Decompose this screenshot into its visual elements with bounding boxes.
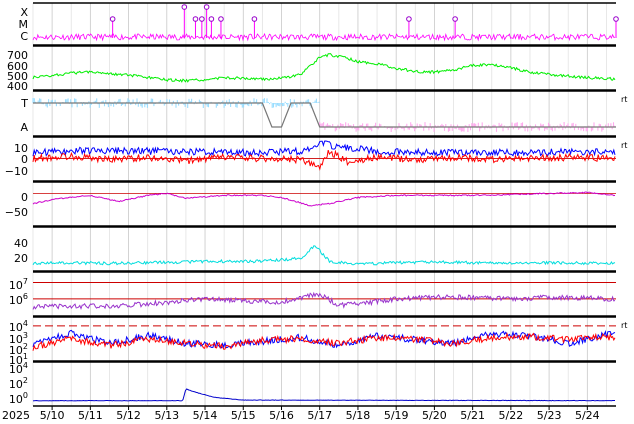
x-tick-label: 5/18 — [346, 409, 371, 422]
flare-marker — [203, 4, 210, 10]
y-tick-label: 107 — [9, 277, 28, 292]
series-line-2 — [32, 332, 616, 351]
y-tick-label: 102 — [9, 376, 28, 391]
series-line-1 — [32, 191, 616, 207]
flare-marker — [181, 4, 188, 10]
x-tick-label: 5/16 — [269, 409, 294, 422]
series-line-2 — [32, 149, 616, 171]
panel-dst_index — [32, 181, 616, 227]
series-line-1 — [32, 291, 616, 311]
flare-marker — [109, 16, 116, 22]
flare-marker — [452, 16, 458, 22]
y-tick-label: 600 — [7, 60, 28, 73]
x-tick-label: 5/20 — [422, 409, 447, 422]
y-tick-label: 100 — [9, 391, 28, 406]
panel-solar_wind_density — [32, 226, 616, 272]
x-axis: 2025 5/10 5/11 5/12 5/13 5/14 5/15 5/16 5/17 5/1… — [2, 406, 600, 422]
panel-imf_direction: rt — [32, 90, 627, 137]
panel-proton_flux — [32, 361, 616, 407]
sector-line — [33, 102, 616, 128]
xray-flux-line — [32, 32, 616, 42]
x-tick-label: 5/11 — [78, 409, 103, 422]
y-tick-label: 102 — [9, 342, 28, 357]
panel-imf_bz_bt: rt — [32, 136, 627, 182]
flare-marker — [251, 16, 258, 22]
series-line-1 — [32, 329, 616, 349]
panel-xray_flares — [32, 2, 619, 46]
x-tick-label: 5/17 — [307, 409, 332, 422]
y-tick-label: 0 — [21, 191, 28, 204]
x-tick-label: 5/13 — [154, 409, 179, 422]
y-tick-label: 103 — [9, 331, 28, 346]
y-tick-label: 101 — [9, 352, 28, 367]
x-tick-label: 5/22 — [499, 409, 524, 422]
y-tick-label: −10 — [5, 165, 28, 178]
flare-marker — [192, 16, 199, 22]
y-tick-label: X — [20, 6, 28, 19]
y-tick-label: 0 — [21, 153, 28, 166]
x-tick-label: 5/14 — [193, 409, 218, 422]
x-tick-label: 5/23 — [537, 409, 562, 422]
y-tick-label: 104 — [9, 361, 28, 376]
y-tick-label: M — [19, 18, 29, 31]
y-tick-label: A — [20, 121, 28, 134]
y-tick-label: 40 — [14, 237, 28, 250]
realtime-marker: rt — [621, 321, 627, 330]
x-tick-label: 5/10 — [40, 409, 65, 422]
y-tick-label: 700 — [7, 49, 28, 62]
x-tick-label: 5/12 — [116, 409, 141, 422]
panel-kp_flux: rt — [32, 316, 627, 362]
realtime-marker: rt — [621, 95, 627, 104]
flare-marker — [406, 16, 412, 22]
y-tick-labels: XMC700600500400TA100−100−504020107106104… — [5, 6, 29, 406]
y-tick-label: 500 — [7, 70, 28, 83]
year-label: 2025 — [2, 409, 30, 422]
series-line-1 — [32, 388, 615, 402]
y-tick-label: T — [20, 97, 28, 110]
x-tick-label: 5/19 — [384, 409, 409, 422]
y-tick-label: 10 — [14, 142, 28, 155]
y-tick-label: C — [20, 30, 28, 43]
realtime-marker: rt — [621, 141, 627, 150]
y-tick-label: 400 — [7, 80, 28, 93]
y-tick-label: 106 — [9, 292, 28, 307]
panel-solar_wind_speed — [32, 45, 616, 91]
flare-marker — [613, 16, 619, 22]
flare-marker — [208, 16, 215, 22]
x-tick-label: 5/24 — [575, 409, 600, 422]
x-tick-label: 5/21 — [460, 409, 485, 422]
series-line-1 — [32, 53, 616, 83]
series-line-1 — [32, 245, 616, 266]
flare-marker — [218, 16, 224, 22]
panels: rt rt rt — [32, 2, 627, 407]
flare-marker — [199, 16, 205, 22]
x-tick-label: 5/15 — [231, 409, 256, 422]
y-tick-label: 104 — [9, 319, 28, 334]
panel-electron_flux — [32, 271, 616, 317]
y-tick-label: −50 — [5, 206, 28, 219]
y-tick-label: 20 — [14, 252, 28, 265]
series-line-1 — [32, 140, 616, 157]
